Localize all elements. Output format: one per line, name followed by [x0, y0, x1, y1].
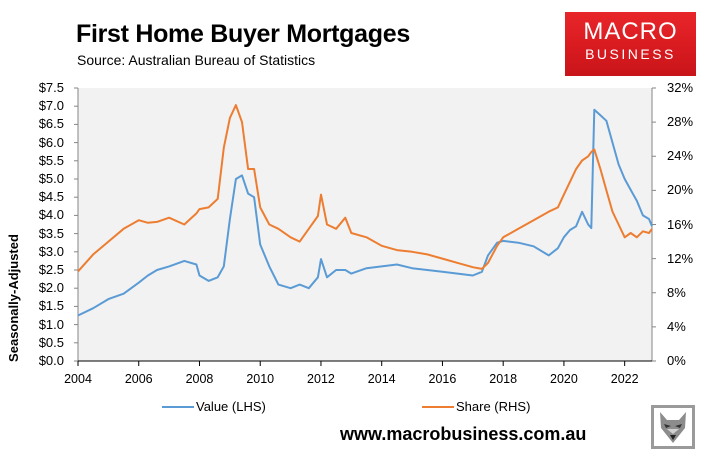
left-tick-label: $6.0 [38, 134, 64, 150]
right-tick-label: 28% [667, 114, 694, 130]
legend-item-share: Share (RHS) [422, 399, 530, 414]
legend-swatch-share [422, 405, 454, 408]
wolf-head-icon [651, 405, 695, 449]
x-tick-label: 2012 [307, 372, 335, 386]
left-tick-label: $4.5 [38, 189, 64, 205]
left-tick-label: $5.5 [38, 152, 64, 168]
share-series-line [77, 104, 653, 273]
x-tick-label: 2008 [185, 372, 214, 386]
chart-subtitle: Source: Australian Bureau of Statistics [77, 52, 316, 68]
footer-url: www.macrobusiness.com.au [340, 424, 587, 444]
left-tick-label: $2.0 [38, 280, 64, 296]
x-tick-label: 2004 [64, 372, 92, 386]
x-tick-label: 2006 [124, 372, 153, 386]
left-tick-label: $7.5 [38, 80, 64, 95]
left-tick-label: $3.5 [38, 225, 64, 241]
left-tick-label: $6.5 [38, 116, 64, 132]
right-tick-label: 8% [667, 284, 686, 300]
left-tick-label: $2.5 [38, 262, 64, 277]
left-tick-label: $5.0 [38, 171, 64, 186]
left-tick-label: $0.5 [38, 334, 64, 350]
right-tick-label: 16% [667, 216, 694, 232]
logo-line-2: BUSINESS [585, 46, 676, 62]
right-tick-label: 4% [667, 318, 686, 334]
left-tick-label: $4.0 [38, 207, 64, 223]
x-tick-label: 2018 [489, 372, 518, 386]
x-tick-label: 2020 [550, 372, 578, 386]
left-tick-label: $7.0 [38, 98, 64, 114]
left-tick-label: $1.5 [38, 298, 64, 314]
x-tick-label: 2014 [367, 372, 396, 386]
plot-area [78, 88, 652, 361]
x-tick-label: 2022 [610, 372, 639, 386]
right-tick-label: 0% [667, 353, 686, 368]
right-tick-label: 12% [667, 250, 694, 266]
left-tick-label: $3.0 [38, 243, 64, 259]
x-tick-label: 2016 [428, 372, 457, 386]
left-tick-label: $0.0 [38, 353, 64, 368]
right-tick-label: 32% [667, 80, 694, 95]
left-tick-label: $1.0 [38, 316, 64, 332]
legend-swatch-value [162, 405, 194, 408]
chart-title: First Home Buyer Mortgages [76, 20, 410, 48]
right-tick-label: 24% [667, 148, 694, 164]
x-tick-label: 2010 [246, 372, 275, 386]
right-tick-label: 20% [667, 182, 694, 198]
value-series-line [77, 108, 653, 317]
logo-line-1: MACRO [583, 18, 678, 45]
legend-label-value: Value (LHS) [196, 399, 266, 414]
legend-item-value: Value (LHS) [162, 399, 266, 414]
macrobusiness-logo: MACRO BUSINESS [565, 12, 696, 76]
legend-label-share: Share (RHS) [456, 399, 531, 414]
